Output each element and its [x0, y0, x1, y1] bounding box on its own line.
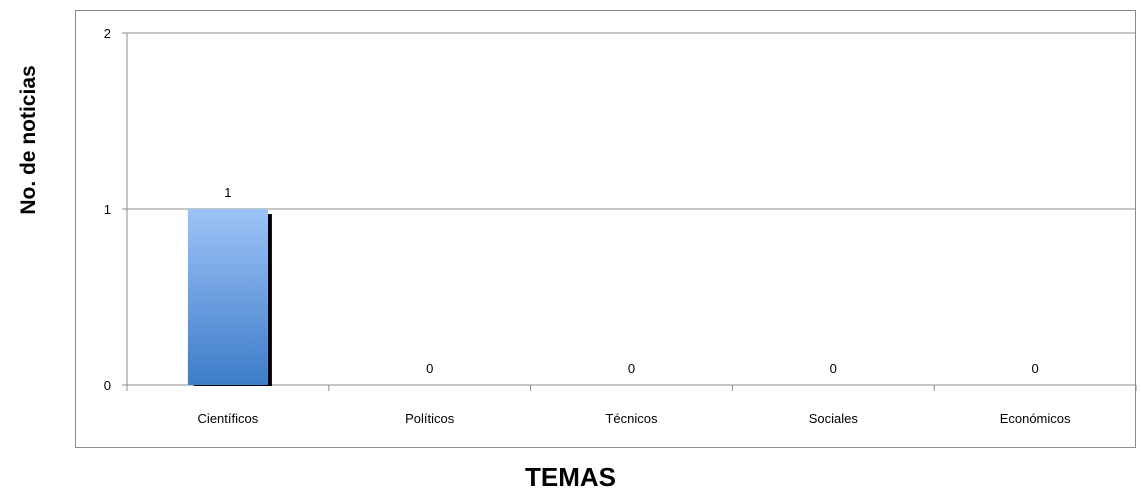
data-label: 1: [224, 185, 231, 200]
data-label: 0: [1031, 361, 1038, 376]
data-label: 0: [628, 361, 635, 376]
y-tick-label: 0: [104, 378, 111, 393]
y-tick-label: 2: [104, 26, 111, 41]
data-label: 0: [830, 361, 837, 376]
data-label: 0: [426, 361, 433, 376]
bar-shadow: [267, 214, 272, 385]
y-tick-label: 1: [104, 202, 111, 217]
chart-area-border: [75, 10, 1136, 448]
x-tick-label: Técnicos: [605, 411, 658, 426]
x-tick-label: Científicos: [198, 411, 259, 426]
x-tick-label: Sociales: [809, 411, 859, 426]
bar: [187, 209, 268, 385]
x-tick-label: Políticos: [405, 411, 455, 426]
x-tick-label: Económicos: [1000, 411, 1071, 426]
x-axis-title: TEMAS: [525, 462, 616, 492]
